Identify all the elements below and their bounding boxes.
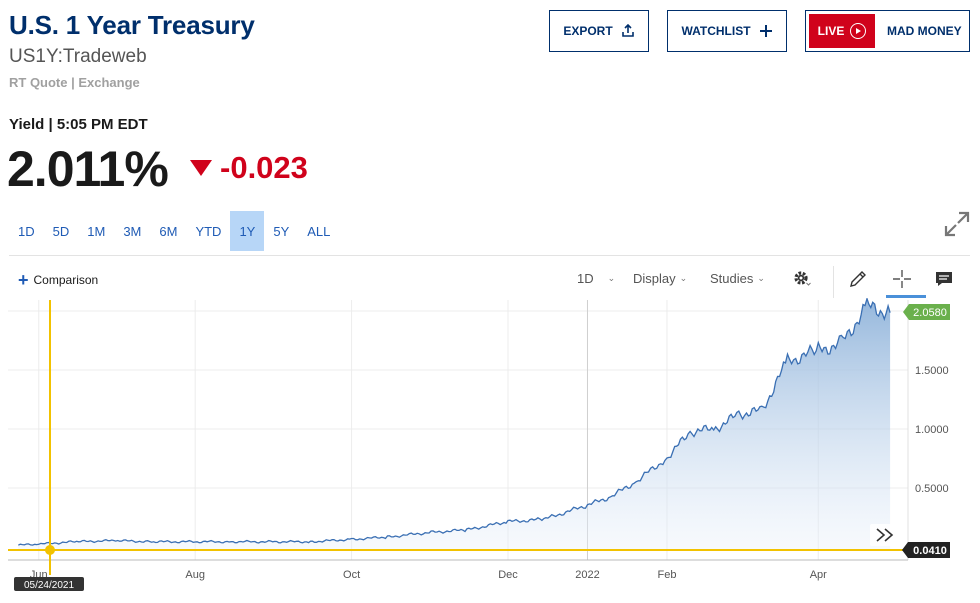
chevron-down-icon: ⌄ [607,273,616,283]
comment-icon[interactable] [933,268,955,290]
range-5d[interactable]: 5D [52,223,70,239]
price-change: -0.023 [220,150,308,185]
yield-time: Yield | 5:05 PM EDT [9,116,148,133]
range-ytd[interactable]: YTD [195,223,222,239]
chevron-down-icon: ⌄ [679,273,688,283]
range-1y[interactable]: 1Y [230,211,265,251]
last-price: 2.011% [7,141,169,197]
mad-money-label: MAD MONEY [887,24,962,38]
x-axis: Jun Aug Oct Dec 2022 Feb Apr [8,559,908,581]
range-5y[interactable]: 5Y [273,223,290,239]
watchlist-label: WATCHLIST [681,24,751,38]
display-label: Display [633,271,676,286]
last-value-badge: 2.0580 [903,304,950,320]
y-tick-label: 0.5000 [915,483,949,495]
crosshair-date-badge: 05/24/2021 [14,577,84,591]
play-icon [850,23,867,39]
interval-label: 1D [577,271,594,286]
plus-icon: + [18,270,29,290]
live-badge: LIVE [809,14,875,48]
x-tick-label: Dec [498,569,518,581]
comparison-button[interactable]: + Comparison [18,270,99,290]
series-line [18,298,891,546]
quote-source: RT Quote | Exchange [9,75,140,90]
range-1m[interactable]: 1M [87,223,106,239]
range-6m[interactable]: 6M [159,223,178,239]
crosshair-value-badge: 0.0410 [902,542,950,558]
crosshair-date: 05/24/2021 [24,580,74,591]
x-tick-label: Aug [185,569,205,581]
crosshair-icon[interactable] [891,268,913,290]
double-chevron-right-icon [876,528,894,542]
watchlist-button[interactable]: WATCHLIST [667,10,787,52]
export-label: EXPORT [563,24,613,38]
studies-label: Studies [710,271,754,286]
live-label: LIVE [817,24,845,38]
interval-dropdown[interactable]: 1D ⌄ [577,271,615,286]
y-tick-label: 1.0000 [915,424,949,436]
comparison-label: Comparison [33,273,99,287]
studies-dropdown[interactable]: Studies ⌄ [710,271,765,286]
symbol-label: US1Y:Tradeweb [9,46,147,67]
x-tick-label: Feb [657,569,676,581]
plus-icon [759,24,773,38]
range-1d[interactable]: 1D [18,223,35,239]
range-selector: 1D 5D 1M 3M 6M YTD 1Y 5Y ALL [9,211,339,251]
page-title: U.S. 1 Year Treasury [9,10,255,40]
mad-money-live-button[interactable]: LIVE MAD MONEY [805,10,970,52]
export-button[interactable]: EXPORT [549,10,649,52]
active-tool-indicator [886,295,926,298]
x-tick-label: Apr [810,569,827,581]
pencil-icon[interactable] [847,268,869,290]
crosshair-value: 0.0410 [913,545,947,557]
range-all[interactable]: ALL [307,223,331,239]
x-tick-label: Oct [343,569,360,581]
display-dropdown[interactable]: Display ⌄ [633,271,687,286]
down-arrow-icon [190,160,212,176]
series-area [18,298,891,550]
x-tick-label: 2022 [575,569,599,581]
expand-icon[interactable] [944,211,970,237]
y-tick-label: 1.5000 [915,365,949,377]
crosshair-point [45,545,55,555]
divider [9,255,970,256]
upload-icon [621,24,635,38]
last-value: 2.0580 [913,307,947,319]
gear-icon[interactable] [791,268,813,290]
toolbar-divider [833,266,834,298]
range-3m[interactable]: 3M [123,223,142,239]
scroll-right-button[interactable] [870,524,898,546]
chevron-down-icon: ⌄ [757,273,765,283]
